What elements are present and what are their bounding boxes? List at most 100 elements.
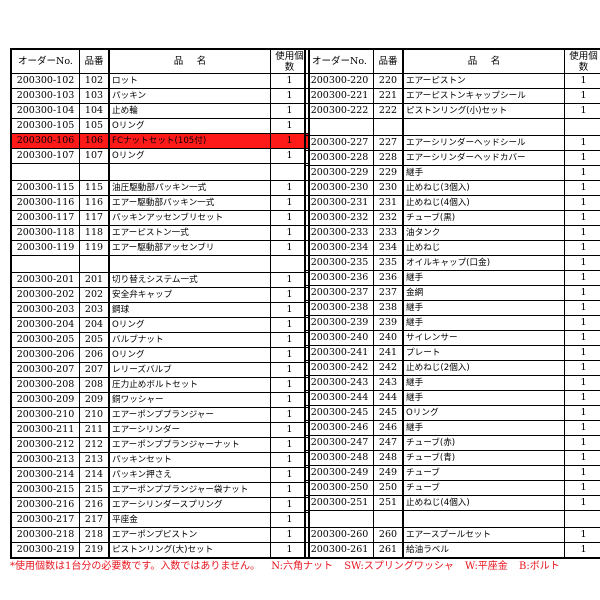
quantity: 1	[564, 315, 600, 331]
part-no: 239	[373, 315, 404, 331]
table-row: 200300-250 250 チューブ 1	[304, 480, 600, 496]
part-name: FCナットセット(105付)	[108, 133, 271, 149]
part-no: 207	[79, 362, 110, 378]
part-no: 202	[79, 287, 110, 303]
part-no: 213	[79, 452, 110, 468]
spacer-row	[10, 255, 310, 273]
table-row: 200300-251 251 止めねじ(4個入) 1	[304, 495, 600, 511]
parts-table-left: オーダーNo. 品番品 名使用個数 200300-102 102 ロット 1 200300-…	[10, 48, 310, 559]
order-no: 200300-104	[10, 103, 80, 119]
part-name: 継手	[402, 165, 565, 181]
part-name: チューブ	[402, 480, 565, 496]
part-no: 227	[373, 135, 404, 151]
table-row: 200300-209 209 銅ワッシャー 1	[10, 392, 310, 408]
part-no: 219	[79, 542, 110, 559]
table-row: 200300-234 234 止めねじ 1	[304, 240, 600, 256]
table-row: 200300-212 212 エアーポンププランジャーナット 1	[10, 437, 310, 453]
order-no: 200300-208	[10, 377, 80, 393]
part-no: 115	[79, 180, 110, 196]
part-no: 205	[79, 332, 110, 348]
part-name: 継手	[402, 300, 565, 316]
quantity: 1	[564, 103, 600, 119]
part-no: 229	[373, 165, 404, 181]
order-no: 200300-221	[304, 88, 374, 104]
part-name: 油圧駆動部パッキン一式	[108, 180, 271, 196]
table-row: 200300-213 213 パッキンセット 1	[10, 452, 310, 468]
part-name: 圧力止めボルトセット	[108, 377, 271, 393]
order-no: 200300-229	[304, 165, 374, 181]
table-row: 200300-203 203 鋼球 1	[10, 302, 310, 318]
part-name: 止め輪	[108, 103, 271, 119]
order-no: 200300-228	[304, 150, 374, 166]
order-no: 200300-237	[304, 285, 374, 301]
quantity: 1	[564, 270, 600, 286]
order-no: 200300-210	[10, 407, 80, 423]
table-row: 200300-240 240 サイレンサー 1	[304, 330, 600, 346]
quantity: 1	[564, 255, 600, 271]
part-name: エアーポンププランジャー	[108, 407, 271, 423]
order-no: 200300-205	[10, 332, 80, 348]
legend-flat-washer: W:平座金	[465, 561, 508, 572]
order-no: 200300-217	[10, 512, 80, 528]
table-row: 200300-102 102 ロット 1	[10, 73, 310, 89]
quantity: 1	[564, 450, 600, 466]
part-no: 216	[79, 497, 110, 513]
table-row: 200300-118 118 エアーピストン一式 1	[10, 225, 310, 241]
header-qty: 使用個数	[270, 48, 310, 74]
part-no: 201	[79, 272, 110, 288]
order-no: 200300-260	[304, 527, 374, 543]
table-row: 200300-215 215 エアーポンププランジャー袋ナット 1	[10, 482, 310, 498]
spacer-row	[304, 118, 600, 136]
part-name: 安全弁キャップ	[108, 287, 271, 303]
quantity: 1	[564, 420, 600, 436]
order-no: 200300-249	[304, 465, 374, 481]
table-row: 200300-232 232 チューブ(黒) 1	[304, 210, 600, 226]
table-row: 200300-231 231 止めねじ(4個入) 1	[304, 195, 600, 211]
order-no: 200300-219	[10, 542, 80, 559]
header-order-no: オーダーNo.	[10, 48, 80, 74]
order-no: 200300-202	[10, 287, 80, 303]
table-row: 200300-227 227 エアーシリンダーヘッドシール 1	[304, 135, 600, 151]
part-no: 208	[79, 377, 110, 393]
quantity: 1	[564, 542, 600, 559]
legend-bolt: B:ボルト	[519, 561, 560, 572]
order-no: 200300-231	[304, 195, 374, 211]
order-no: 200300-119	[10, 240, 80, 256]
order-no: 200300-218	[10, 527, 80, 543]
order-no: 200300-246	[304, 420, 374, 436]
table-row: 200300-115 115 油圧駆動部パッキン一式 1	[10, 180, 310, 196]
table-row: 200300-249 249 チューブ 1	[304, 465, 600, 481]
part-no: 238	[373, 300, 404, 316]
order-no: 200300-232	[304, 210, 374, 226]
part-name: バルブナット	[108, 332, 271, 348]
table-row: 200300-261 261 給油ラベル 1	[304, 542, 600, 559]
part-name: サイレンサー	[402, 330, 565, 346]
part-no: 103	[79, 88, 110, 104]
header-part-no: 品番	[79, 48, 110, 74]
table-row: 200300-237 237 金網 1	[304, 285, 600, 301]
spacer-row	[304, 510, 600, 528]
header-qty: 使用個数	[564, 48, 600, 74]
part-name: エアーポンプピストン	[108, 527, 271, 543]
table-row: 200300-104 104 止め輪 1	[10, 103, 310, 119]
part-no: 244	[373, 390, 404, 406]
part-name: 平座金	[108, 512, 271, 528]
part-name: 継手	[402, 315, 565, 331]
part-name: Oリング	[108, 148, 271, 164]
part-name: チューブ(黒)	[402, 210, 565, 226]
part-no: 246	[373, 420, 404, 436]
order-no: 200300-251	[304, 495, 374, 511]
table-row: 200300-248 248 チューブ(青) 1	[304, 450, 600, 466]
part-name: 止めねじ(4個入)	[402, 495, 565, 511]
order-no: 200300-247	[304, 435, 374, 451]
part-name: エアー駆動部パッキン一式	[108, 195, 271, 211]
table-row: 200300-229 229 継手 1	[304, 165, 600, 181]
table-row: 200300-107 107 Oリング 1	[10, 148, 310, 164]
part-no: 217	[79, 512, 110, 528]
quantity: 1	[270, 133, 310, 149]
table-row: 200300-238 238 継手 1	[304, 300, 600, 316]
part-name: 継手	[402, 375, 565, 391]
footnote: *使用個数は1台分の必要数です。入数ではありません。 N:六角ナット SW:スプ…	[10, 557, 568, 572]
part-name: エアーピストン一式	[108, 225, 271, 241]
part-name: パッキン押さえ	[108, 467, 271, 483]
